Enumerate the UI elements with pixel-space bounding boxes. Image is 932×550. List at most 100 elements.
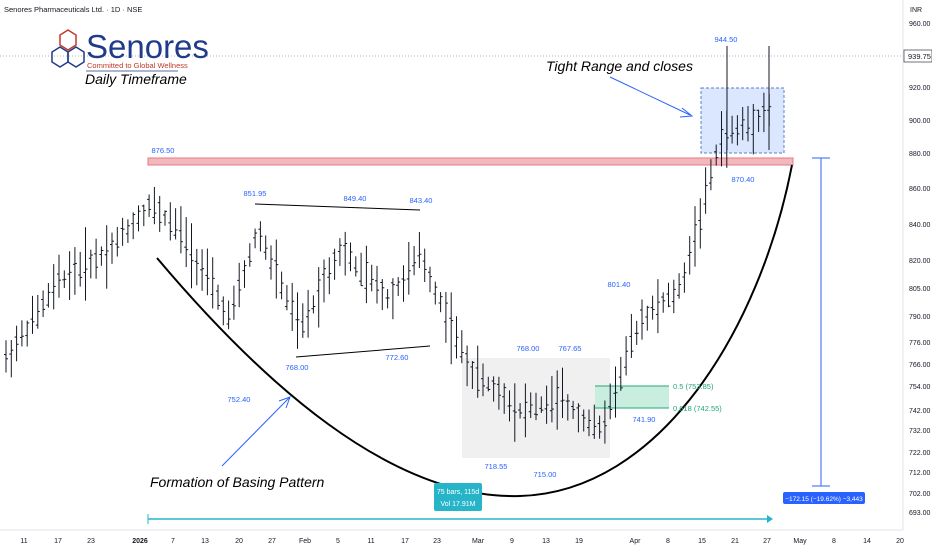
price-tick-880: 880.00 (909, 151, 931, 158)
ohlc-bar (730, 115, 735, 144)
ohlc-bar (327, 257, 332, 295)
ohlc-bar (110, 232, 114, 264)
current-price-box (903, 49, 932, 63)
ohlc-bar (740, 107, 745, 141)
ohlc-bar (210, 257, 215, 309)
hexagon-logo-icon (51, 29, 85, 68)
time-tick-16: 19 (575, 538, 583, 545)
ohlc-bar (555, 370, 560, 430)
time-tick-0: 11 (20, 538, 27, 545)
time-tick-8: Feb (299, 538, 311, 545)
ohlc-bar (67, 251, 72, 300)
ohlc-bar (618, 356, 623, 391)
ohlc-bar (406, 241, 411, 295)
ohlc-bar (518, 403, 523, 419)
ohlc-bar (231, 285, 236, 320)
price-tick-693: 693.00 (909, 510, 931, 517)
ohlc-bar (470, 361, 475, 389)
ohlc-bar (168, 202, 173, 241)
ohlc-bar (88, 249, 93, 279)
ohlc-bar (465, 345, 470, 387)
ohlc-bar (693, 206, 697, 267)
ohlc-bar (624, 336, 629, 376)
ohlc-bar (369, 264, 374, 292)
ohlc-bar (348, 242, 353, 272)
ohlc-bar (454, 316, 459, 359)
ohlc-bar (544, 385, 549, 424)
ohlc-bar (359, 252, 364, 287)
tight-range-annotation: Tight Range and closes (546, 58, 693, 74)
ohlc-bar (104, 225, 109, 289)
price-point-9: 718.55 (485, 462, 508, 471)
ohlc-bar (687, 236, 692, 275)
ohlc-bar (178, 206, 183, 254)
ohlc-bar (19, 320, 24, 347)
price-tick-742: 742.00 (909, 408, 931, 415)
ohlc-bar (539, 396, 544, 413)
ohlc-bar (761, 92, 766, 133)
price-point-11: 801.40 (608, 280, 631, 289)
ohlc-bar (401, 265, 406, 302)
current-price-label: 939.75 (908, 52, 931, 61)
ohlc-bar (650, 295, 655, 320)
price-tick-712: 712.00 (909, 470, 931, 477)
ohlc-bar (640, 299, 644, 340)
ohlc-bar (9, 340, 14, 378)
price-point-10: 715.00 (534, 470, 557, 479)
ohlc-bar (62, 270, 67, 289)
ohlc-bar (428, 266, 432, 293)
ohlc-bar (629, 313, 634, 358)
ohlc-bar (83, 227, 88, 301)
price-point-6: 752.40 (228, 395, 251, 404)
ohlc-bar (364, 245, 369, 304)
ohlc-bar (258, 221, 263, 252)
price-point-0: 876.50 (152, 146, 175, 155)
ohlc-bar (226, 300, 231, 330)
ohlc-bar (253, 228, 258, 249)
ohlc-bar (316, 267, 321, 328)
price-tick-732: 732.00 (909, 428, 931, 435)
price-tick-722: 722.00 (909, 450, 931, 457)
ohlc-bar (194, 248, 199, 286)
time-tick-12: 23 (433, 538, 441, 545)
ohlc-bar (385, 289, 390, 309)
ohlc-bar (698, 198, 703, 249)
ohlc-bar (46, 283, 51, 308)
ohlc-bar (30, 295, 35, 334)
ohlc-bar (263, 235, 268, 260)
ohlc-bar (72, 247, 77, 295)
ohlc-bar (655, 279, 660, 334)
ohlc-bar (581, 409, 586, 432)
price-point-labels: 876.50 851.95 849.40 843.40 768.00 772.60 752.… (152, 35, 755, 479)
ohlc-bar (677, 273, 682, 299)
time-tick-25: 20 (896, 538, 904, 545)
time-tick-20: 21 (731, 538, 739, 545)
price-axis: 960.00940.00920.00900.00880.00860.00840.… (909, 21, 931, 517)
ohlc-bar (528, 392, 533, 419)
basing-arrow (221, 396, 291, 467)
measure-tool (812, 157, 830, 487)
ohlc-bar (587, 409, 591, 437)
ohlc-bar (592, 404, 597, 439)
ohlc-bar (708, 159, 713, 191)
ohlc-bar (14, 325, 19, 362)
ohlc-bar (645, 305, 650, 331)
ohlc-bar (661, 292, 666, 313)
price-point-12: 741.90 (633, 415, 656, 424)
ohlc-bar (502, 383, 507, 414)
fib-label-0618: 0.618 (742.55) (673, 404, 722, 413)
ohlc-bar (306, 289, 311, 338)
ohlc-bar (322, 259, 326, 303)
ohlc-bar (602, 400, 607, 444)
price-tick-805: 805.00 (909, 286, 931, 293)
ohlc-bar (300, 303, 305, 338)
ohlc-bar (173, 208, 178, 240)
symbol-header: Senores Pharmaceuticals Ltd. · 1D · NSE (4, 5, 142, 14)
date-range-bar (147, 514, 773, 524)
ohlc-bar (35, 294, 40, 329)
ohlc-bar (682, 262, 687, 293)
ohlc-bar (666, 282, 671, 308)
ohlc-bar (115, 226, 120, 257)
ohlc-bar (714, 144, 719, 166)
